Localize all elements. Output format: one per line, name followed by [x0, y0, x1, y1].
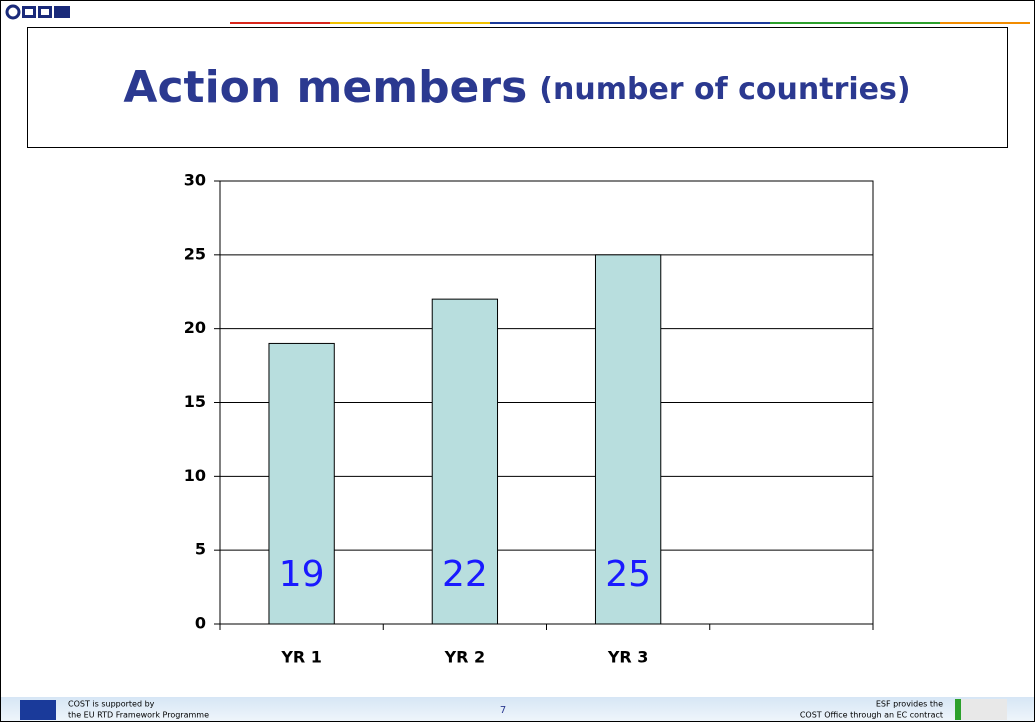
- data-label: 25: [605, 554, 651, 595]
- y-tick-label: 15: [184, 392, 206, 411]
- slide-title: Action members (number of countries): [123, 62, 910, 113]
- data-label: 22: [442, 554, 488, 595]
- footer-left: the EU RTD Framework Programme: [68, 711, 209, 720]
- footer-right: COST Office through an EC contract: [800, 711, 943, 720]
- footer-band: [1, 697, 1034, 721]
- eu-flag: [20, 700, 56, 720]
- esf-logo: [955, 699, 1007, 720]
- logo: [5, 4, 70, 20]
- x-tick-label: YR 3: [607, 648, 649, 667]
- title-sub: (number of countries): [539, 72, 910, 107]
- bar: [268, 342, 335, 625]
- bar: [594, 254, 662, 625]
- y-tick-label: 20: [184, 318, 206, 337]
- y-tick-label: 25: [184, 244, 206, 263]
- y-tick-label: 0: [195, 614, 206, 633]
- title-box: [27, 27, 1008, 148]
- title-main: Action members: [123, 62, 527, 113]
- chart: 0 5 10 15 20 25 30 YR 1 19 YR 2 22 YR 3 25: [184, 171, 874, 667]
- page-number: 7: [500, 705, 506, 716]
- y-tick-label: 30: [184, 171, 206, 190]
- data-label: 19: [279, 554, 325, 595]
- footer-left: COST is supported by: [68, 700, 155, 709]
- x-tick-label: YR 2: [444, 648, 486, 667]
- y-tick-label: 5: [195, 540, 206, 559]
- bar: [431, 298, 499, 625]
- footer-right: ESF provides the: [876, 700, 943, 709]
- y-tick-label: 10: [184, 466, 206, 485]
- x-tick-label: YR 1: [280, 648, 322, 667]
